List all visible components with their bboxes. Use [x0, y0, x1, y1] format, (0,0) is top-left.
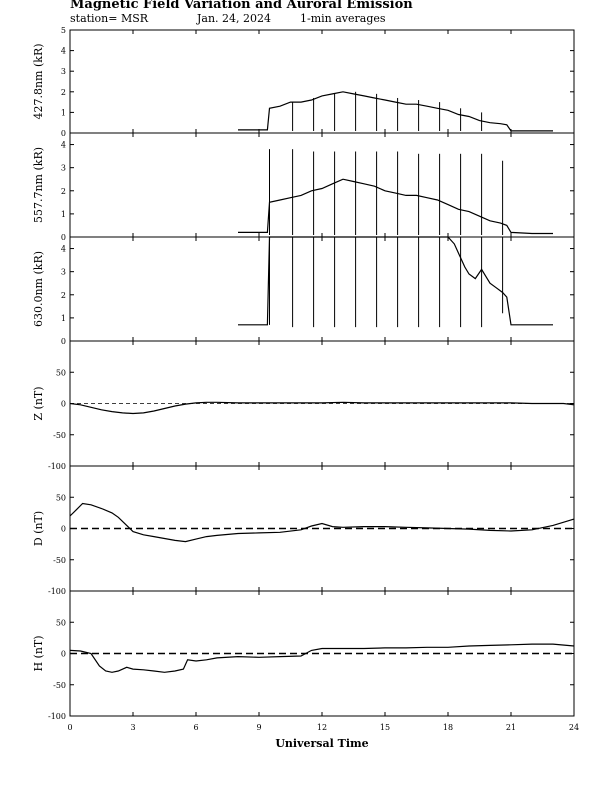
series-line-5: [69, 643, 575, 673]
y-tick-label-0: 4: [61, 47, 66, 56]
series-line-1: [238, 178, 553, 235]
y-tick-label-2: 3: [61, 268, 66, 277]
series-line-4: [69, 502, 575, 543]
y-tick-label-5: -100: [48, 712, 66, 721]
y-tick-label-1: 2: [61, 187, 66, 196]
x-tick-label: 3: [130, 723, 135, 732]
x-tick-label: 12: [317, 723, 327, 732]
series-line-3: [69, 401, 575, 415]
y-tick-label-0: 1: [61, 108, 66, 117]
y-tick-label-1: 0: [61, 233, 66, 242]
y-tick-label-2: 1: [61, 314, 66, 323]
y-tick-label-4: 0: [61, 525, 66, 534]
x-tick-label: 9: [256, 723, 261, 732]
panel-frame-4: [69, 465, 575, 592]
y-tick-label-0: 2: [61, 88, 66, 97]
y-tick-label-3: -100: [48, 462, 66, 471]
y-tick-label-1: 3: [61, 164, 66, 173]
y-tick-label-3: -50: [53, 431, 66, 440]
date-label: Jan. 24, 2024: [197, 12, 272, 25]
x-tick-label: 6: [193, 723, 198, 732]
y-axis-label-2: 630.0nm (kR): [32, 251, 45, 327]
y-tick-label-3: 0: [61, 400, 66, 409]
x-tick-label: 0: [67, 723, 72, 732]
y-axis-label-5: H (nT): [32, 635, 45, 671]
y-tick-label-4: 50: [56, 493, 66, 502]
y-tick-label-5: 50: [56, 618, 66, 627]
y-tick-label-4: -50: [53, 556, 66, 565]
y-tick-label-2: 4: [61, 245, 66, 254]
panel-frame-5: [69, 590, 575, 717]
x-tick-label: 18: [443, 723, 453, 732]
y-tick-label-5: 0: [61, 650, 66, 659]
y-tick-label-4: -100: [48, 587, 66, 596]
y-tick-label-5: -50: [53, 681, 66, 690]
y-axis-label-4: D (nT): [32, 511, 45, 546]
x-tick-label: 21: [506, 723, 516, 732]
y-tick-label-0: 0: [61, 129, 66, 138]
y-tick-label-2: 2: [61, 291, 66, 300]
y-axis-label-1: 557.7nm (kR): [32, 147, 45, 223]
chart-title: Magnetic Field Variation and Auroral Emi…: [70, 0, 413, 12]
averaging-label: 1-min averages: [300, 12, 386, 25]
y-tick-label-1: 4: [61, 141, 66, 150]
station-label: station= MSR: [70, 12, 149, 25]
panel-frame-1: [69, 132, 575, 238]
series-line-0: [238, 91, 553, 132]
panel-frame-0: [69, 29, 575, 134]
y-axis-label-3: Z (nT): [32, 386, 45, 420]
y-tick-label-0: 3: [61, 67, 66, 76]
x-tick-label: 15: [380, 723, 390, 732]
y-tick-label-3: 50: [56, 368, 66, 377]
y-axis-label-0: 427.8nm (kR): [32, 43, 45, 119]
series-line-2: [238, 236, 553, 326]
x-axis-label: Universal Time: [275, 737, 368, 750]
x-tick-label: 24: [569, 723, 579, 732]
y-tick-label-1: 1: [61, 210, 66, 219]
y-tick-label-0: 5: [61, 26, 66, 35]
y-tick-label-2: 0: [61, 337, 66, 346]
